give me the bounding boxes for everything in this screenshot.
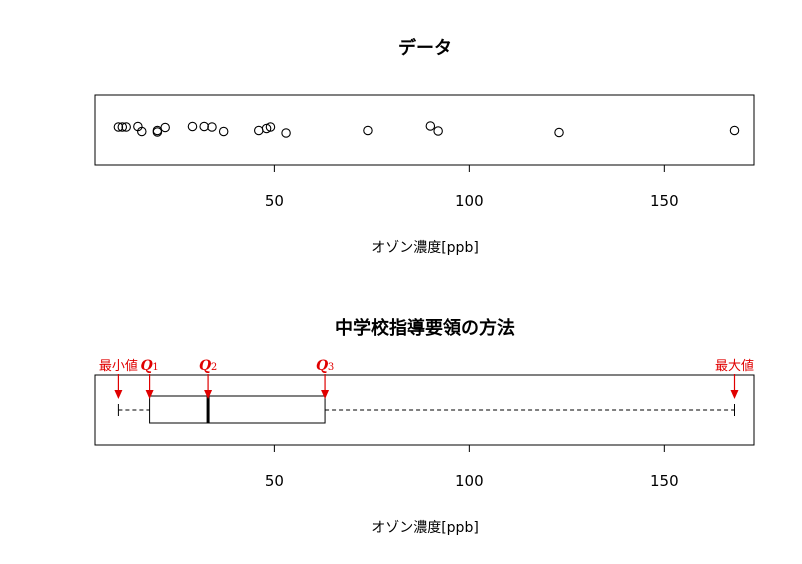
data-point [113,122,124,132]
tick-label: 100 [455,472,484,490]
tick-label: 50 [265,472,284,490]
boxplot-annotations: 最小値 Q 1 Q 2 Q 3 最大値 [99,358,754,399]
annotation-subscript: 1 [152,362,158,373]
data-point [121,122,131,132]
data-point [425,121,436,131]
annotation-arrow-head [321,390,330,399]
boxplot-x-label: オゾン濃度[ppb] [371,520,479,536]
scatter-x-axis: 50 100 150 [265,164,679,210]
scatter-title: データ [398,37,452,59]
scatter-points [113,121,740,138]
iqr-box [149,395,326,424]
scatter-x-label: オゾン濃度[ppb] [371,240,479,256]
data-point [160,122,170,133]
annotation-arrow-head [114,390,123,399]
data-point [265,122,276,132]
annotation-arrow-head [730,390,739,399]
annotation-label: 最小値 [99,358,138,374]
annotation-label: Q [316,358,328,374]
data-point [433,126,443,136]
annotation-label: 最大値 [715,358,754,374]
data-point [117,122,128,132]
data-point [554,127,564,138]
data-point [281,128,291,138]
data-point [254,125,264,136]
annotation-min: 最小値 [99,358,138,399]
data-point [207,122,217,132]
tick-label: 150 [650,192,679,210]
annotation-arrow-head [145,390,154,399]
data-point [187,121,198,132]
data-point [137,126,147,137]
boxplot-title: 中学校指導要領の方法 [335,317,515,339]
annotation-label: Q [140,358,152,374]
tick-label: 100 [455,192,484,210]
annotation-max: 最大値 [715,358,754,399]
annotation-arrow-head [204,390,213,399]
tick-label: 50 [265,192,284,210]
data-point [218,126,229,137]
tick-label: 150 [650,472,679,490]
data-point [199,121,209,132]
annotation-subscript: 2 [211,362,217,373]
annotation-subscript: 3 [328,362,334,373]
annotation-label: Q [199,358,211,374]
data-point [729,125,740,136]
data-point [363,125,373,136]
boxplot-x-axis: 50 100 150 [265,444,679,490]
boxplot-body [117,395,736,424]
